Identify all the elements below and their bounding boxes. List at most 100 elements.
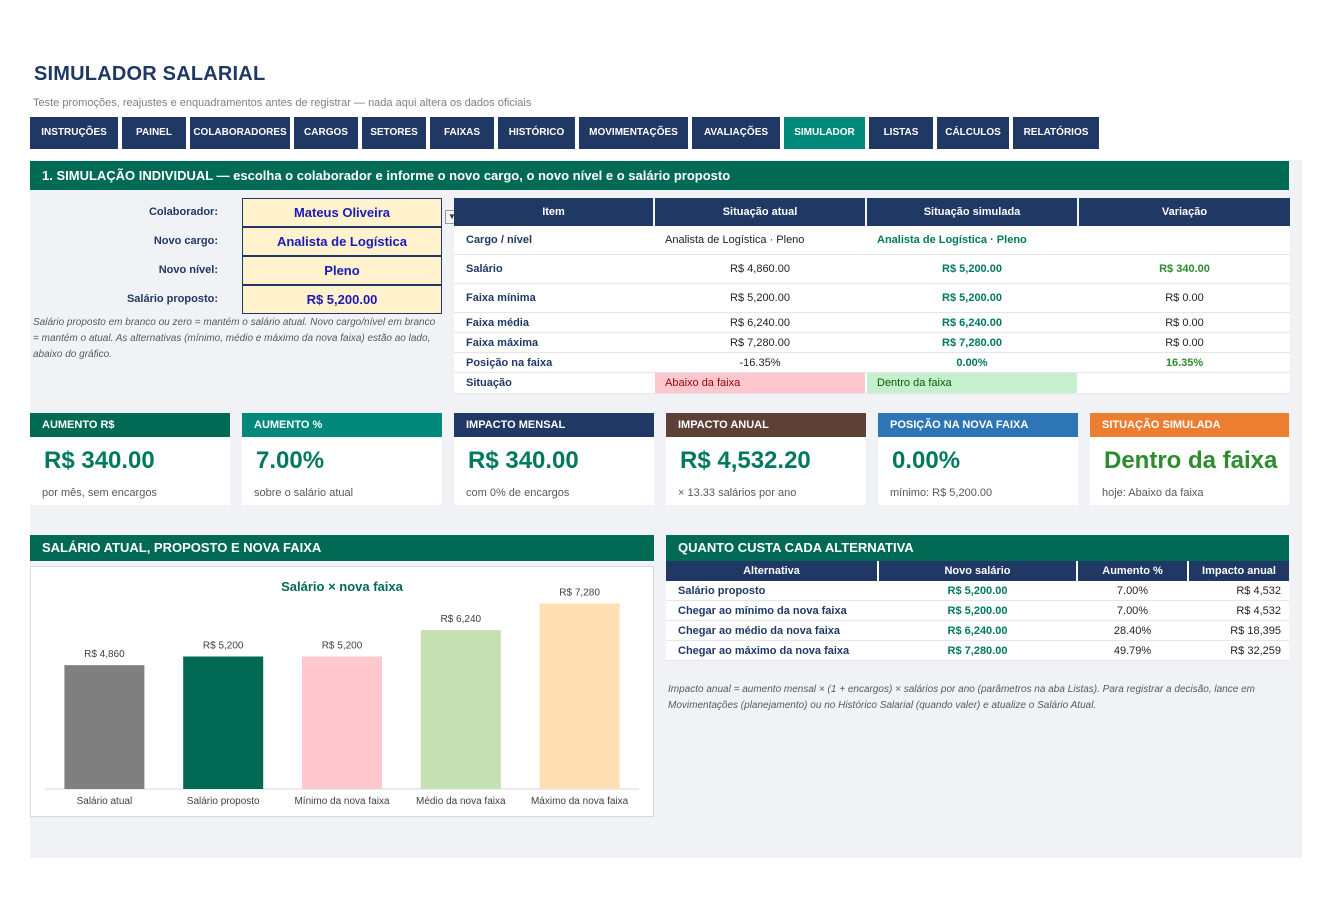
th-simulada: Situação simulada: [867, 198, 1077, 226]
x-tick-label: Máximo da nova faixa: [531, 796, 629, 807]
bar-data-label: R$ 7,280: [559, 588, 600, 599]
card-value: Dentro da faixa: [1104, 447, 1278, 474]
bar-1: [64, 665, 145, 789]
alt-salario: R$ 6,240.00: [947, 625, 1008, 637]
alt-pct: 49.79%: [1113, 645, 1152, 657]
card-value: 7.00%: [256, 447, 325, 474]
colaborador-select[interactable]: Mateus Oliveira: [242, 198, 442, 227]
x-tick-label: Salário proposto: [187, 796, 260, 807]
row-simulada: R$ 6,240.00: [942, 317, 1002, 329]
bar-data-label: R$ 5,200: [203, 641, 244, 652]
card-title: POSIÇÃO NA NOVA FAIXA: [878, 413, 1078, 437]
card-value: 0.00%: [892, 447, 961, 474]
row-atual: R$ 6,240.00: [730, 317, 790, 329]
alt-th-novo-salario: Novo salário: [879, 561, 1076, 581]
table-row: Faixa média R$ 6,240.00 R$ 6,240.00 R$ 0…: [454, 313, 1290, 333]
row-atual: R$ 5,200.00: [730, 292, 790, 304]
card-value: R$ 4,532.20: [680, 447, 811, 474]
table-row: Chegar ao mínimo da nova faixa R$ 5,200.…: [666, 601, 1289, 621]
row-variacao: 16.35%: [1165, 357, 1204, 369]
status-badge: Abaixo da faixa: [655, 373, 865, 393]
tab-avaliacoes[interactable]: AVALIAÇÕES: [692, 117, 780, 149]
table-row: Salário R$ 4,860.00 R$ 5,200.00 R$ 340.0…: [454, 255, 1290, 284]
tab-simulador[interactable]: SIMULADOR: [784, 117, 865, 149]
alt-impacto: R$ 32,259: [1230, 645, 1281, 657]
tab-instrucoes[interactable]: INSTRUÇÕES: [30, 117, 118, 149]
row-atual: Analista de Logística · Pleno: [665, 234, 805, 246]
bar-data-label: R$ 4,860: [84, 649, 125, 660]
novo-nivel-label: Novo nível:: [158, 264, 218, 276]
alt-th-impacto: Impacto anual: [1189, 561, 1289, 581]
status-badge: Dentro da faixa: [867, 373, 1077, 393]
tab-listas[interactable]: LISTAS: [869, 117, 933, 149]
row-item: Faixa máxima: [466, 337, 539, 349]
row-simulada: Analista de Logística · Pleno: [877, 234, 1027, 246]
card-title: SITUAÇÃO SIMULADA: [1090, 413, 1289, 437]
kpi-card-aumento-rs: AUMENTO R$ R$ 340.00 por mês, sem encarg…: [30, 413, 230, 505]
alternatives-table: Alternativa Novo salário Aumento % Impac…: [666, 561, 1289, 661]
bar-3: [302, 656, 382, 789]
card-value: R$ 340.00: [468, 447, 579, 474]
tab-faixas[interactable]: FAIXAS: [430, 117, 494, 149]
card-subtitle: × 13.33 salários por ano: [678, 487, 797, 499]
page-subtitle: Teste promoções, reajustes e enquadramen…: [33, 97, 532, 109]
bar-data-label: R$ 6,240: [441, 614, 482, 625]
table-row: Cargo / nível Analista de Logística · Pl…: [454, 226, 1290, 255]
chart-title: Salário × nova faixa: [281, 579, 404, 594]
row-simulada: R$ 5,200.00: [942, 263, 1002, 275]
novo-cargo-label: Novo cargo:: [153, 235, 218, 247]
card-value: R$ 340.00: [44, 447, 155, 474]
salario-proposto-field[interactable]: R$ 5,200.00: [242, 285, 442, 314]
tab-bar: INSTRUÇÕES PAINEL COLABORADORES CARGOS S…: [30, 117, 1103, 149]
tab-movimentacoes[interactable]: MOVIMENTAÇÕES: [579, 117, 688, 149]
card-title: IMPACTO ANUAL: [666, 413, 866, 437]
table-row: Chegar ao médio da nova faixa R$ 6,240.0…: [666, 621, 1289, 641]
bar-chart: Salário × nova faixa R$ 4,860 Salário atu…: [45, 579, 639, 807]
tab-painel[interactable]: PAINEL: [122, 117, 186, 149]
th-variacao: Variação: [1079, 198, 1290, 226]
tab-calculos[interactable]: CÁLCULOS: [937, 117, 1009, 149]
table-row: Situação Abaixo da faixa Dentro da faixa: [454, 373, 1290, 394]
table-row: Faixa máxima R$ 7,280.00 R$ 7,280.00 R$ …: [454, 333, 1290, 353]
row-atual: R$ 7,280.00: [730, 337, 790, 349]
table-row: Faixa mínima R$ 5,200.00 R$ 5,200.00 R$ …: [454, 284, 1290, 313]
card-subtitle: por mês, sem encargos: [42, 487, 157, 499]
card-subtitle: hoje: Abaixo da faixa: [1102, 487, 1204, 499]
tab-relatorios[interactable]: RELATÓRIOS: [1013, 117, 1099, 149]
row-simulada: R$ 7,280.00: [942, 337, 1002, 349]
novo-nivel-field[interactable]: Pleno: [242, 256, 442, 285]
row-variacao: R$ 0.00: [1165, 292, 1204, 304]
th-item: Item: [454, 198, 653, 226]
alt-th-aumento: Aumento %: [1078, 561, 1187, 581]
x-tick-label: Salário atual: [77, 796, 133, 807]
kpi-card-posicao-faixa: POSIÇÃO NA NOVA FAIXA 0.00% mínimo: R$ 5…: [878, 413, 1078, 505]
card-title: AUMENTO R$: [30, 413, 230, 437]
x-tick-label: Médio da nova faixa: [416, 796, 506, 807]
card-title: AUMENTO %: [242, 413, 442, 437]
tab-setores[interactable]: SETORES: [362, 117, 426, 149]
bar-4: [420, 630, 501, 789]
alt-name: Chegar ao médio da nova faixa: [678, 625, 840, 637]
row-item: Posição na faixa: [466, 357, 553, 369]
page-title: SIMULADOR SALARIAL: [34, 63, 266, 85]
card-subtitle: sobre o salário atual: [254, 487, 354, 499]
row-item: Cargo / nível: [466, 234, 533, 246]
card-subtitle: mínimo: R$ 5,200.00: [890, 487, 993, 499]
novo-cargo-field[interactable]: Analista de Logística: [242, 227, 442, 256]
alt-name: Chegar ao mínimo da nova faixa: [678, 605, 847, 617]
tab-historico[interactable]: HISTÓRICO: [498, 117, 575, 149]
kpi-card-aumento-pct: AUMENTO % 7.00% sobre o salário atual: [242, 413, 442, 505]
alternatives-section-header: QUANTO CUSTA CADA ALTERNATIVA: [666, 535, 1289, 561]
bar-data-label: R$ 5,200: [322, 641, 363, 652]
row-atual: R$ 4,860.00: [730, 263, 790, 275]
table-row: Chegar ao máximo da nova faixa R$ 7,280.…: [666, 641, 1289, 661]
input-help-note: Salário proposto em branco ou zero = man…: [33, 317, 436, 360]
tab-colaboradores[interactable]: COLABORADORES: [190, 117, 290, 149]
tab-cargos[interactable]: CARGOS: [294, 117, 358, 149]
chart-container: Salário × nova faixa R$ 4,860 Salário atu…: [30, 566, 654, 817]
bar-5: [539, 603, 620, 789]
x-tick-label: Mínimo da nova faixa: [294, 796, 389, 807]
colaborador-label: Colaborador:: [148, 206, 218, 218]
table-row: Salário proposto R$ 5,200.00 7.00% R$ 4,…: [666, 581, 1289, 601]
section-individual-header: 1. SIMULAÇÃO INDIVIDUAL — escolha o cola…: [30, 161, 1289, 190]
